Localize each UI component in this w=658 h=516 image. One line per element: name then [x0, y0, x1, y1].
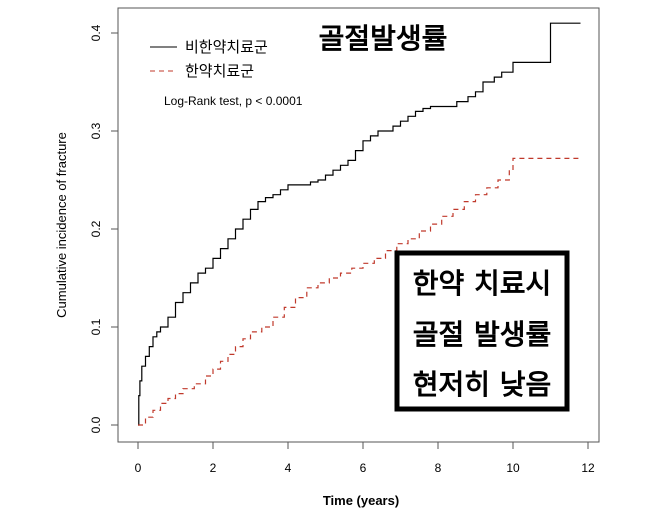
- x-tick-label: 8: [435, 461, 442, 475]
- series-layer: [138, 22, 581, 426]
- legend-label-series-2: 한약치료군: [185, 62, 254, 80]
- legend: 비한약치료군 한약치료군: [150, 38, 268, 80]
- x-tick-label: 10: [506, 461, 520, 475]
- y-tick-label: 0.4: [89, 24, 103, 41]
- callout-frame: [394, 250, 570, 412]
- x-tick-label: 4: [285, 461, 292, 475]
- x-tick-label: 0: [135, 461, 142, 475]
- callout-box: 한약 치료시 골절 발생률 현저히 낮음: [394, 250, 570, 412]
- series-line-2: [138, 157, 581, 426]
- y-tick-label: 0.0: [89, 416, 103, 433]
- log-rank-annotation: Log-Rank test, p < 0.0001: [164, 94, 303, 108]
- y-tick-label: 0.2: [89, 220, 103, 237]
- y-tick-label: 0.1: [89, 318, 103, 335]
- chart-title: 골절발생률: [319, 22, 448, 55]
- x-tick-label: 12: [581, 461, 595, 475]
- x-tick-label: 2: [210, 461, 217, 475]
- series-line-1: [138, 22, 581, 426]
- x-axis-label: Time (years): [323, 493, 399, 508]
- y-axis: 0.0 0.1 0.2 0.3 0.4: [89, 24, 119, 433]
- y-axis-label: Cumulative incidence of fracture: [54, 132, 69, 318]
- x-tick-label: 6: [360, 461, 367, 475]
- callout-line-2: 골절 발생률: [413, 318, 552, 351]
- callout-line-1: 한약 치료시: [413, 267, 552, 300]
- callout-line-3: 현저히 낮음: [413, 368, 552, 401]
- legend-label-series-1: 비한약치료군: [185, 38, 268, 56]
- y-tick-label: 0.3: [89, 122, 103, 139]
- x-axis: 0 2 4 6 8 10 12: [135, 441, 595, 475]
